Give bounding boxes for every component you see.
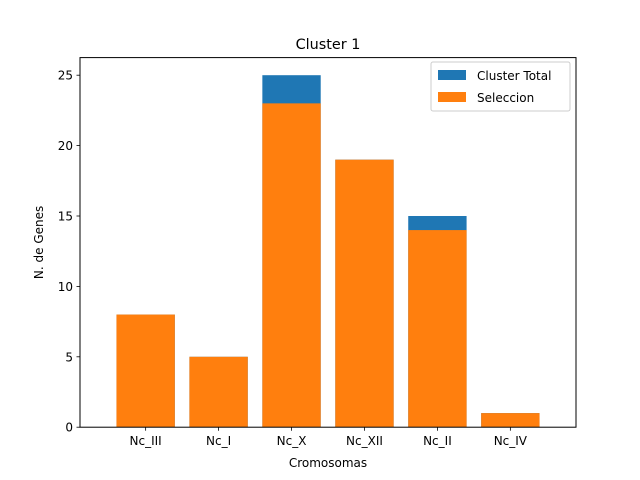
legend: Cluster Total Seleccion <box>430 61 571 112</box>
bar-seleccion-nc-ii <box>408 230 467 428</box>
bar-seleccion-nc-iii <box>116 314 175 428</box>
x-tick-label: Nc_II <box>423 434 452 448</box>
x-tick-label: Nc_I <box>206 434 231 448</box>
y-tick-label: 10 <box>58 280 73 294</box>
y-axis-ticks: 0 5 10 15 20 25 <box>58 69 80 435</box>
bar-seleccion-nc-i <box>189 356 248 428</box>
bar-seleccion-nc-x <box>262 103 321 428</box>
bar-seleccion-nc-iv <box>481 413 540 428</box>
legend-label-cluster-total: Cluster Total <box>477 69 551 83</box>
x-tick-label: Nc_III <box>130 434 162 448</box>
legend-swatch-seleccion <box>438 92 466 102</box>
x-tick-label: Nc_X <box>277 434 307 448</box>
bars-group <box>116 75 540 428</box>
x-axis-ticks: Nc_III Nc_I Nc_X Nc_XII Nc_II Nc_IV <box>130 427 528 448</box>
x-tick-label: Nc_IV <box>494 434 528 448</box>
bar-seleccion-nc-xii <box>335 159 394 428</box>
plot-frame <box>79 57 577 428</box>
y-tick-label: 20 <box>58 139 73 153</box>
legend-swatch-cluster-total <box>438 70 466 80</box>
chart-title: Cluster 1 <box>296 37 361 53</box>
x-tick-label: Nc_XII <box>346 434 383 448</box>
legend-label-seleccion: Seleccion <box>477 91 534 105</box>
y-tick-label: 0 <box>65 421 73 435</box>
x-axis-label: Cromosomas <box>289 456 367 470</box>
y-tick-label: 15 <box>58 210 73 224</box>
y-axis-label: N. de Genes <box>32 206 46 279</box>
y-tick-label: 25 <box>58 69 73 83</box>
y-tick-label: 5 <box>65 350 73 364</box>
